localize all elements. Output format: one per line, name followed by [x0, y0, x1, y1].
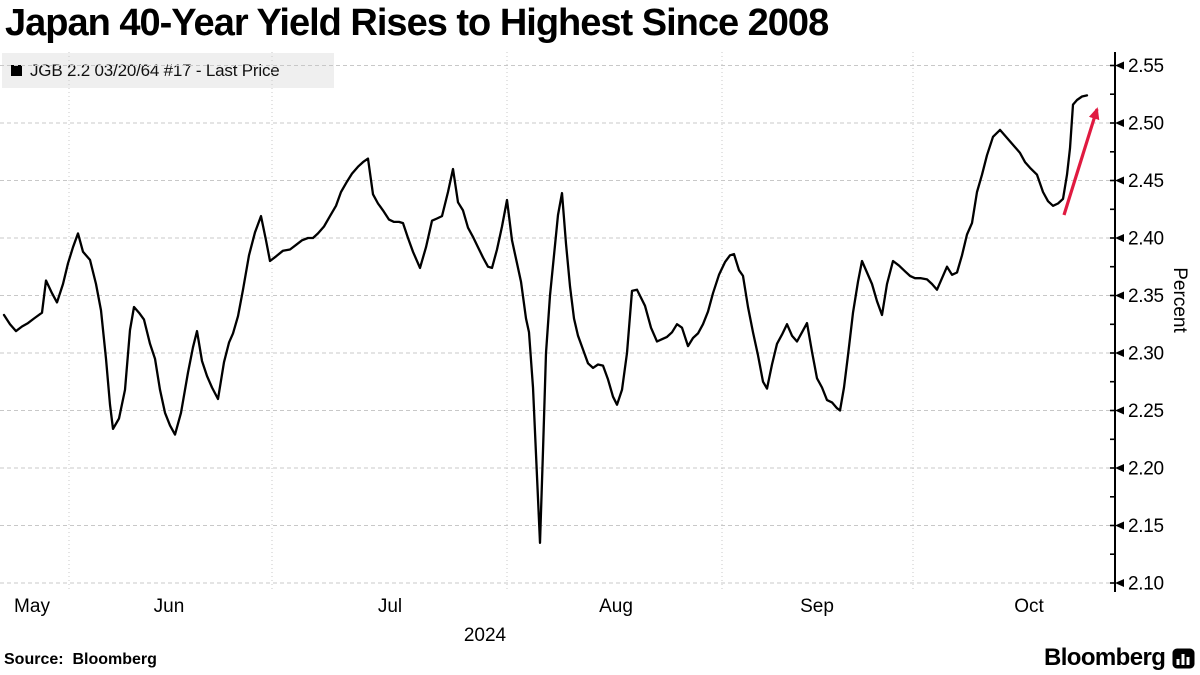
- y-axis-title: Percent: [1169, 267, 1190, 333]
- x-axis-month-label: May: [14, 596, 50, 617]
- y-axis-major-tick: [1115, 61, 1124, 70]
- y-axis-major-tick: [1115, 464, 1124, 472]
- bloomberg-wordmark: Bloomberg: [1044, 644, 1166, 671]
- x-axis-month-label: Jun: [154, 596, 185, 617]
- y-axis-major-tick: [1115, 176, 1124, 185]
- y-axis-tick-label: 2.25: [1128, 401, 1164, 422]
- x-axis-month-label: Aug: [599, 596, 633, 617]
- y-axis-major-tick: [1115, 291, 1124, 300]
- y-axis-tick-label: 2.55: [1128, 56, 1164, 77]
- y-axis-tick-label: 2.45: [1128, 171, 1164, 192]
- yield-line-series: [2, 94, 1089, 544]
- x-axis-year-label: 2024: [464, 625, 507, 646]
- y-axis-tick-label: 2.10: [1128, 574, 1164, 595]
- y-axis-tick-label: 2.20: [1128, 459, 1164, 480]
- y-axis-major-tick: [1115, 406, 1124, 415]
- bloomberg-terminal-icon: [1172, 648, 1195, 668]
- trend-arrow-annotation: [1062, 107, 1100, 216]
- y-axis-major-tick: [1115, 521, 1124, 530]
- x-axis-month-label: Sep: [800, 596, 834, 617]
- x-axis-month-label: Jul: [378, 596, 402, 617]
- legend-swatch-icon: [11, 65, 22, 76]
- legend: JGB 2.2 03/20/64 #17 - Last Price: [2, 53, 334, 88]
- chart-title: Japan 40-Year Yield Rises to Highest Sin…: [5, 2, 829, 44]
- y-axis-tick-label: 2.15: [1128, 516, 1164, 537]
- y-axis-major-tick: [1115, 349, 1124, 357]
- bloomberg-logo: Bloomberg: [1044, 644, 1195, 672]
- y-axis-tick-label: 2.40: [1128, 229, 1164, 250]
- y-axis-major-tick: [1115, 234, 1124, 242]
- y-axis-tick-label: 2.35: [1128, 286, 1164, 307]
- y-axis-tick-label: 2.50: [1128, 114, 1164, 135]
- y-axis-major-tick: [1115, 579, 1124, 587]
- y-axis-tick-label: 2.30: [1128, 344, 1164, 365]
- source-credit: Source: Bloomberg: [4, 651, 157, 668]
- x-axis-month-label: Oct: [1014, 596, 1044, 617]
- y-axis-major-tick: [1115, 119, 1124, 127]
